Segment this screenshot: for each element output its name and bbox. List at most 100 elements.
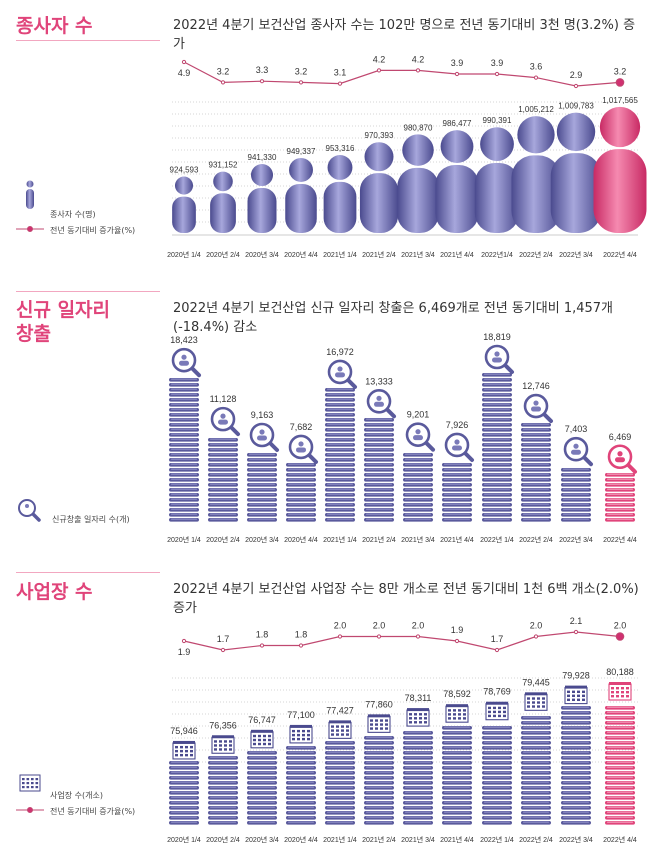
disc-shine — [563, 771, 589, 773]
building-window — [224, 744, 227, 747]
coin-shine — [563, 493, 589, 495]
disc-shine — [171, 781, 197, 783]
coin-shine — [484, 508, 510, 510]
disc-shine — [607, 801, 633, 803]
magnifier-person-body — [413, 435, 423, 441]
coin-shine — [171, 413, 197, 415]
disc — [605, 806, 635, 810]
building-window — [375, 727, 378, 730]
building-window — [537, 705, 540, 708]
coin-shine — [171, 378, 197, 380]
section-rule — [16, 572, 160, 573]
employees-value-label: 924,593 — [170, 166, 199, 175]
disc-shine — [405, 746, 431, 748]
disc — [442, 736, 472, 740]
disc — [169, 761, 199, 765]
coin-shine — [444, 493, 470, 495]
disc — [364, 766, 394, 770]
coin-shine — [523, 508, 549, 510]
coin-shine — [210, 463, 236, 465]
building-stack-bar — [521, 692, 551, 825]
disc-shine — [484, 731, 510, 733]
building-window — [409, 717, 412, 720]
disc — [403, 766, 433, 770]
disc — [561, 726, 591, 730]
disc-shine — [366, 746, 392, 748]
disc-shine — [249, 801, 275, 803]
coin-shine — [405, 498, 431, 500]
disc — [605, 721, 635, 725]
building-window — [331, 733, 334, 736]
establishments-x-tick-label: 2022년 1/4 — [480, 835, 514, 844]
building-window — [419, 717, 422, 720]
disc — [442, 756, 472, 760]
building-window — [175, 745, 178, 749]
coin-shine — [249, 473, 275, 475]
disc-shine — [607, 761, 633, 763]
jobs-x-tick-label: 2022년 4/4 — [603, 535, 637, 544]
disc-shine — [210, 796, 236, 798]
disc — [561, 766, 591, 770]
disc — [605, 756, 635, 760]
establishments-rate-point — [573, 629, 579, 635]
coin-shine — [366, 468, 392, 470]
building-window — [498, 710, 501, 714]
building-window — [453, 717, 456, 720]
coin-shine — [366, 473, 392, 475]
legend-marker-icon — [27, 226, 33, 232]
establishments-rate-point — [220, 647, 226, 653]
disc — [482, 736, 512, 740]
building-window — [626, 691, 629, 694]
coin-shine — [366, 483, 392, 485]
disc — [325, 801, 355, 805]
disc-shine — [607, 786, 633, 788]
person-head — [174, 176, 194, 195]
establishments-rate-line — [183, 631, 621, 651]
coin-shine — [484, 373, 510, 375]
disc — [325, 741, 355, 745]
jobs-value-label: 11,128 — [210, 394, 237, 404]
coin-stack-bar — [442, 432, 474, 522]
disc-shine — [563, 786, 589, 788]
coin-shine — [607, 498, 633, 500]
building-window — [582, 698, 585, 702]
disc-shine — [171, 776, 197, 778]
disc-shine — [327, 781, 353, 783]
disc — [482, 741, 512, 745]
disc — [208, 776, 238, 780]
disc — [442, 726, 472, 730]
disc — [169, 771, 199, 775]
coin-shine — [444, 468, 470, 470]
employees-value-label: 1,009,783 — [558, 102, 594, 111]
disc — [561, 811, 591, 815]
disc-shine — [327, 746, 353, 748]
disc — [521, 766, 551, 770]
disc — [442, 806, 472, 810]
legend-building-icon — [19, 774, 41, 792]
employees-value-label: 970,393 — [365, 131, 394, 140]
disc — [482, 806, 512, 810]
building-window — [621, 691, 624, 694]
disc-shine — [171, 821, 197, 823]
disc-shine — [405, 751, 431, 753]
building-window — [219, 740, 222, 743]
establishments-value-label: 77,427 — [326, 705, 354, 715]
disc-shine — [444, 771, 470, 773]
coin-shine — [484, 453, 510, 455]
building-window — [414, 717, 417, 720]
coin-shine — [249, 478, 275, 480]
disc-shine — [210, 786, 236, 788]
disc — [208, 791, 238, 795]
coin-shine — [171, 433, 197, 435]
disc — [403, 811, 433, 815]
coin-shine — [405, 493, 431, 495]
disc — [286, 811, 316, 815]
disc-shine — [171, 761, 197, 763]
building-window — [611, 691, 614, 694]
building-window — [414, 713, 417, 716]
disc — [521, 776, 551, 780]
coin-stack-bar — [325, 359, 357, 522]
disc — [208, 801, 238, 805]
establishments-x-tick-label: 2020년 4/4 — [284, 835, 318, 844]
magnifier-handle — [190, 366, 201, 378]
